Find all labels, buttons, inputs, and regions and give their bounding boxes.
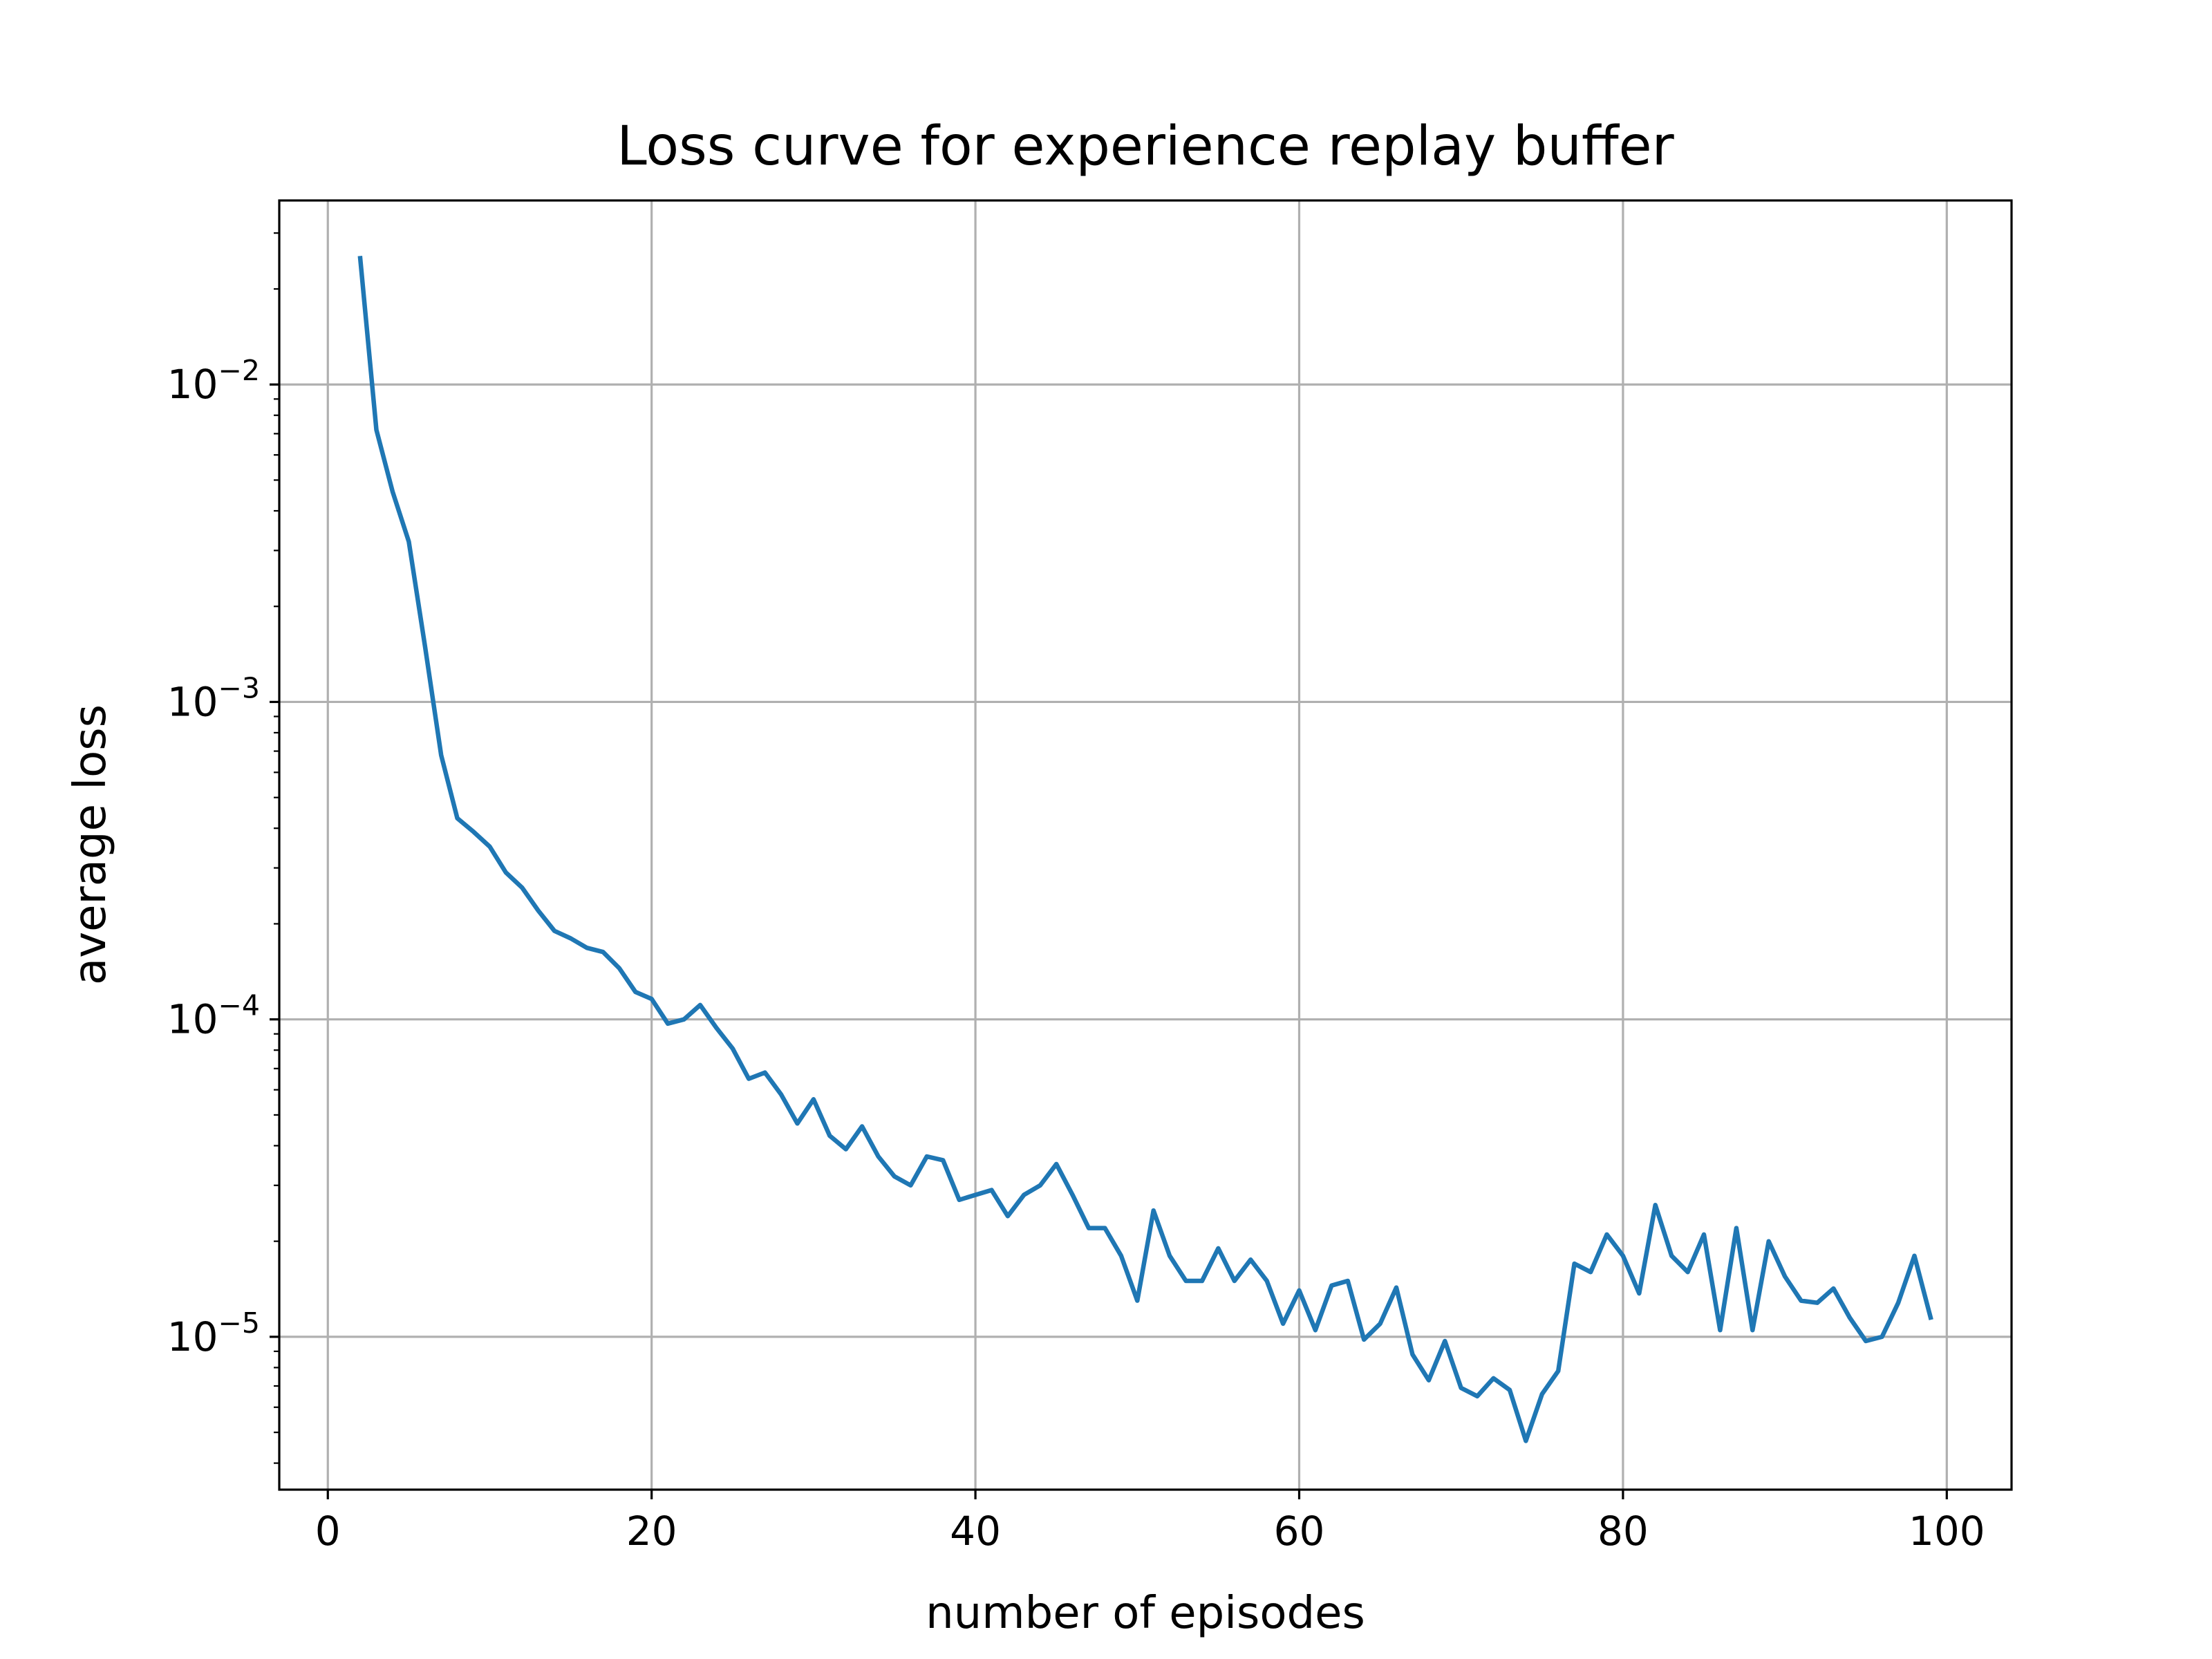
plot-frame: [278, 199, 2013, 1491]
y-axis-label: average loss: [65, 704, 116, 985]
y-tick-label: 10−3: [167, 671, 260, 725]
x-tick-label: 80: [1597, 1508, 1649, 1555]
x-tick-label: 20: [626, 1508, 677, 1555]
chart-title: Loss curve for experience replay buffer: [617, 115, 1674, 178]
x-tick-label: 40: [950, 1508, 1001, 1555]
x-tick-labels: 0 20 40 60 80 100: [315, 1508, 1985, 1555]
x-tick-label: 0: [315, 1508, 341, 1555]
y-tick-labels: 10−5 10−4 10−3 10−2: [167, 354, 260, 1360]
y-tick-label: 10−4: [167, 989, 260, 1043]
y-tick-label: 10−5: [167, 1306, 260, 1360]
x-tick-label: 60: [1274, 1508, 1325, 1555]
major-ticks: [270, 383, 1948, 1499]
series-layer: [357, 255, 1933, 1443]
y-tick-label: 10−2: [167, 354, 260, 408]
grid-lines: [279, 200, 2012, 1490]
series-line: [357, 255, 1933, 1443]
x-axis-label: number of episodes: [926, 1588, 1365, 1639]
x-tick-label: 100: [1909, 1508, 1985, 1555]
